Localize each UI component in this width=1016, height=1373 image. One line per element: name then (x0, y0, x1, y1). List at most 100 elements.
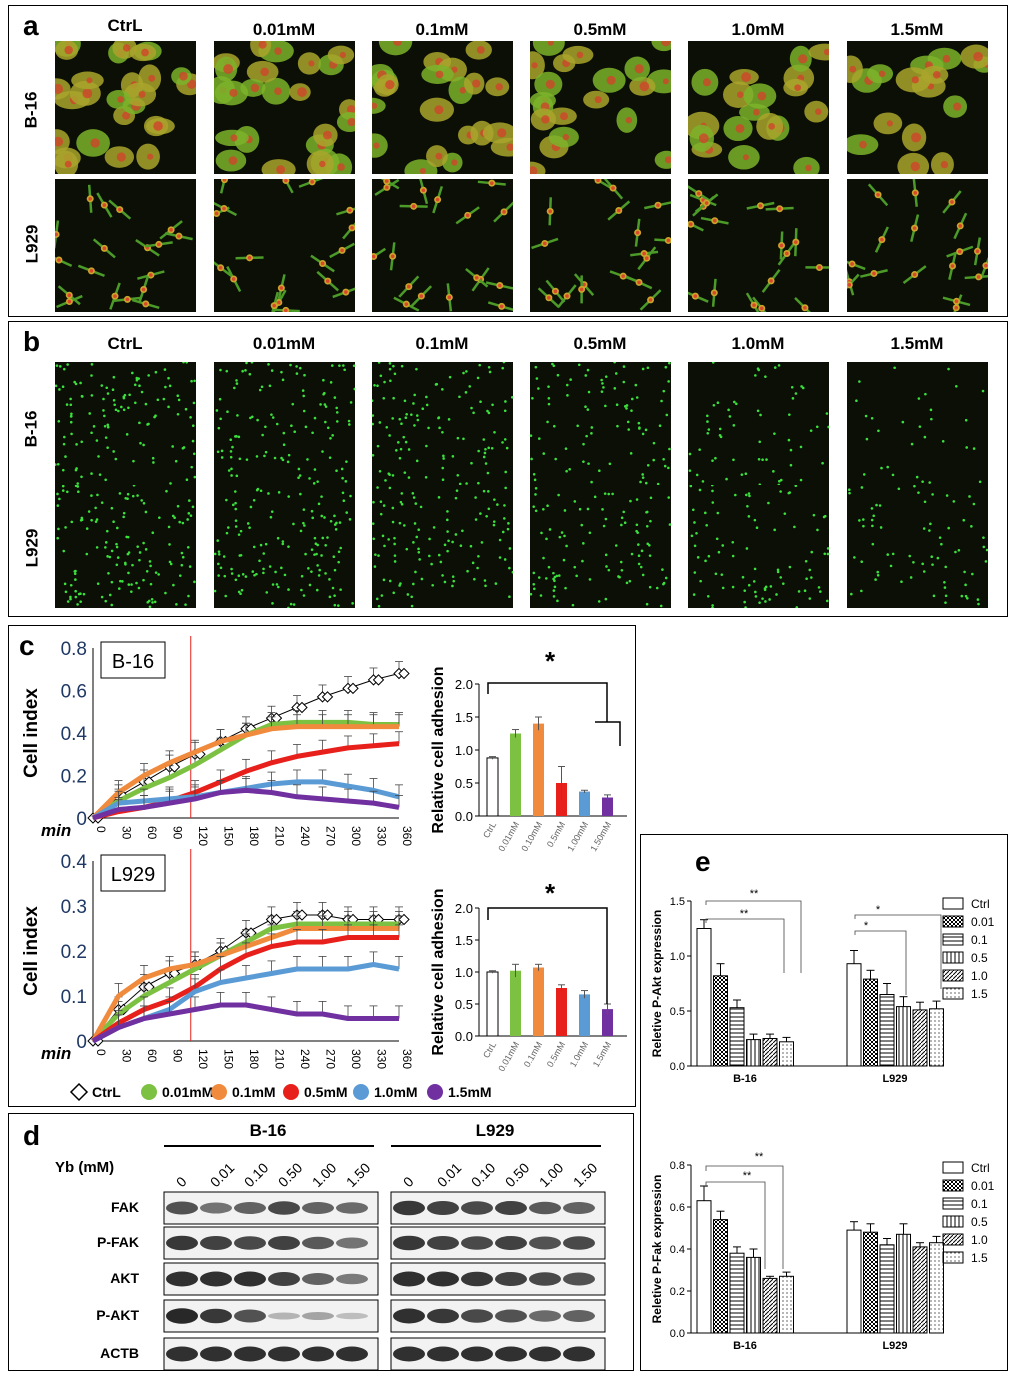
cell-dot (216, 450, 220, 454)
series-line (92, 787, 400, 821)
dose-label: 1.50 (570, 1159, 601, 1190)
blot-band (268, 1236, 300, 1250)
cell-dot (392, 396, 395, 400)
cell-dot (761, 458, 764, 462)
cell-dot (503, 409, 507, 413)
cell-dot (74, 595, 78, 599)
cell-dot (151, 531, 155, 535)
cell-dot (530, 434, 533, 437)
nucleus (322, 130, 332, 140)
cell-dot (484, 584, 487, 588)
nucleus (878, 70, 886, 78)
cell-dot (347, 419, 351, 423)
cell-dot (772, 470, 775, 473)
cell-dot (484, 462, 488, 465)
cell-dot (810, 576, 813, 579)
dose-label: 0.10 (241, 1159, 272, 1190)
cell-dot (164, 385, 167, 389)
cell-dot (554, 457, 557, 461)
cell-dot (276, 536, 280, 540)
cell-dot (337, 560, 340, 564)
cell-dot (555, 574, 559, 578)
cell-dot (342, 364, 345, 367)
cell-dot (140, 390, 144, 394)
cell (372, 97, 386, 114)
micrograph-cells (530, 486, 671, 608)
cell-dot (223, 574, 227, 578)
cell-dot (298, 474, 302, 477)
cell-dot (964, 594, 968, 598)
cell-dot (698, 488, 702, 492)
y-axis-label: Relative cell adhesion (430, 888, 447, 1055)
nucleus (785, 251, 789, 256)
cell-dot (482, 455, 486, 459)
cell-dot (982, 545, 986, 549)
nucleus (214, 211, 219, 216)
nucleus (662, 78, 669, 85)
cell-dot (333, 568, 337, 572)
blot-band (268, 1201, 300, 1215)
micrograph-image (688, 41, 829, 174)
cell-dot (790, 385, 794, 389)
cell-dot (808, 568, 812, 572)
cell-dot (826, 552, 829, 556)
cell-dot (260, 385, 264, 389)
nucleus (459, 87, 467, 94)
cell-dot (59, 365, 62, 368)
cell-dot (725, 477, 728, 481)
cell-dot (377, 604, 381, 608)
cell-dot (557, 493, 560, 497)
nucleus (625, 116, 633, 124)
cell-dot (55, 463, 57, 466)
cell-dot (801, 386, 805, 390)
cell-dot (455, 489, 459, 492)
y-tick-label: 0.5 (670, 1006, 685, 1018)
cell-dot (138, 558, 141, 562)
cell-dot (125, 433, 129, 436)
nucleus (975, 249, 980, 254)
cell-dot (547, 396, 551, 400)
nucleus (157, 242, 161, 247)
panel-e: e 0.0 0.5 1.0 1.5 Reletive P-Akt expression B… (640, 834, 1008, 1371)
blot-band (268, 1272, 300, 1286)
cell-dot (744, 606, 747, 608)
legend-marker (427, 1084, 443, 1100)
nucleus (57, 258, 61, 262)
cell-dot (717, 550, 721, 554)
nucleus (339, 51, 346, 59)
cell-dot (752, 580, 756, 583)
cell-dot (731, 540, 735, 544)
cell-dot (598, 469, 601, 473)
nucleus (147, 153, 154, 160)
cell-dot (113, 403, 116, 407)
cell-dot (97, 455, 100, 458)
cell-dot (924, 392, 927, 396)
panel-c-label: c (19, 630, 35, 661)
nucleus (340, 248, 344, 253)
cell-dot (493, 430, 496, 434)
cell-dot (281, 378, 285, 382)
cell-dot (976, 598, 980, 601)
cell-dot (644, 481, 648, 485)
blot-band (529, 1236, 561, 1250)
cell-dot (255, 455, 259, 458)
cell-dot (302, 594, 306, 597)
cell-dot (957, 549, 961, 552)
cell-dot (622, 510, 626, 514)
row-label-l929: L929 (22, 528, 42, 568)
significance-bracket (705, 900, 802, 973)
cell-dot (333, 396, 337, 399)
cell-dot (90, 472, 93, 475)
cell-dot (324, 543, 327, 547)
blot-band (563, 1202, 595, 1214)
cell-dot (470, 461, 473, 465)
cell-dot (432, 526, 436, 529)
cell-dot (108, 593, 112, 597)
x-tick-label: 330 (375, 1049, 389, 1069)
cell-dot (258, 559, 261, 563)
blot-band (166, 1346, 198, 1362)
cell-dot (448, 375, 452, 379)
cell-dot (630, 409, 633, 412)
cell-dot (553, 579, 556, 583)
x-tick-label: CtrL (481, 820, 498, 840)
